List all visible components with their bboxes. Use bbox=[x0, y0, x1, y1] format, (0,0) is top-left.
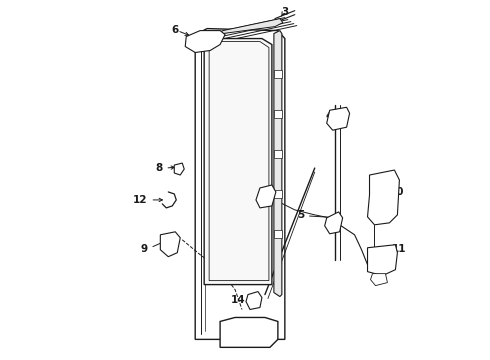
Text: 5: 5 bbox=[297, 210, 305, 220]
Text: 8: 8 bbox=[155, 163, 162, 173]
Text: 2: 2 bbox=[206, 39, 214, 49]
Text: 13: 13 bbox=[241, 187, 255, 197]
Polygon shape bbox=[246, 292, 262, 310]
Polygon shape bbox=[274, 71, 282, 78]
Polygon shape bbox=[274, 190, 282, 198]
Text: 3: 3 bbox=[281, 6, 289, 17]
Text: 1: 1 bbox=[210, 173, 217, 183]
Polygon shape bbox=[274, 230, 282, 238]
Polygon shape bbox=[160, 232, 180, 257]
Text: 14: 14 bbox=[230, 294, 245, 305]
Polygon shape bbox=[274, 110, 282, 118]
Polygon shape bbox=[325, 212, 343, 234]
Polygon shape bbox=[195, 28, 285, 339]
Polygon shape bbox=[327, 107, 349, 130]
Polygon shape bbox=[174, 163, 184, 175]
Text: 4: 4 bbox=[326, 111, 333, 121]
Polygon shape bbox=[209, 41, 269, 280]
Text: 9: 9 bbox=[140, 244, 147, 254]
Polygon shape bbox=[274, 150, 282, 158]
Text: 7: 7 bbox=[264, 325, 271, 336]
Polygon shape bbox=[185, 31, 225, 53]
Polygon shape bbox=[368, 170, 399, 225]
Polygon shape bbox=[256, 185, 276, 208]
Polygon shape bbox=[220, 318, 278, 347]
Text: 6: 6 bbox=[172, 24, 179, 35]
Polygon shape bbox=[370, 274, 388, 285]
Text: 11: 11 bbox=[392, 244, 406, 254]
Polygon shape bbox=[274, 31, 282, 297]
Polygon shape bbox=[368, 245, 397, 276]
Text: 10: 10 bbox=[390, 187, 404, 197]
Text: 12: 12 bbox=[133, 195, 147, 205]
Polygon shape bbox=[204, 39, 272, 285]
Polygon shape bbox=[210, 19, 283, 41]
